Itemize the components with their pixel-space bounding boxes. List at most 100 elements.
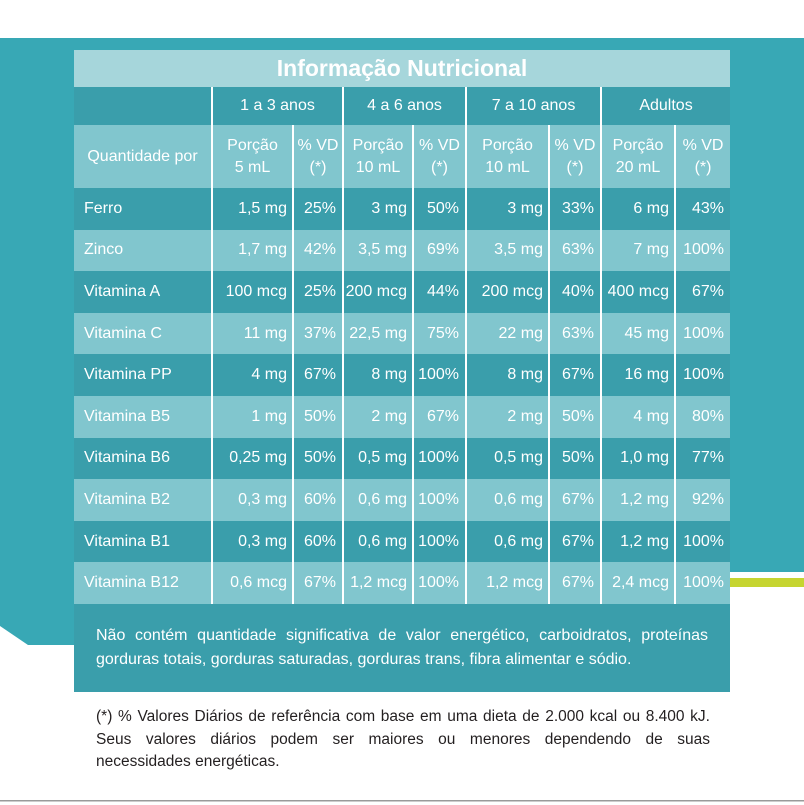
- nutrient-name: Vitamina B6: [84, 449, 170, 467]
- nutrient-rows: Ferro 1,5 mg 25% 3 mg 50% 3 mg 33% 6 mg 43% Zinco…: [74, 188, 731, 604]
- vd-percent-cell: 33%: [548, 188, 601, 230]
- vd-percent-cell: 100%: [412, 437, 466, 480]
- vd-percent-cell: 67%: [548, 479, 601, 521]
- portion-amount-cell: 6 mg: [600, 188, 675, 230]
- vd-header-label: % VD: [682, 136, 724, 154]
- table-title-row: Informação Nutricional: [74, 50, 731, 87]
- footnote-line: (*) % Valores Diários de referência com …: [96, 708, 710, 725]
- portion-amount-cell: 0,25 mg: [211, 437, 293, 480]
- portion-amount-cell: 0,5 mg: [465, 437, 549, 480]
- quantity-per-label: Quantidade por: [74, 125, 212, 188]
- vd-percent-cell: 77%: [673, 437, 731, 480]
- vd-percent-cell: 67%: [412, 395, 466, 438]
- vd-percent-cell: 42%: [292, 229, 343, 272]
- nutrient-row: Vitamina C 11 mg 37% 22,5 mg 75% 22 mg 63% 45 m…: [74, 312, 731, 355]
- vd-footnote-marker: (*): [309, 158, 327, 176]
- portion-amount-cell: 2 mg: [465, 395, 549, 438]
- vd-percent-cell: 80%: [673, 395, 731, 438]
- vd-percent-cell: 67%: [673, 271, 731, 313]
- vd-percent-cell: 69%: [412, 229, 466, 272]
- portion-amount-cell: 8 mg: [465, 354, 549, 396]
- portion-amount-cell: 1,2 mcg: [465, 562, 549, 604]
- vd-percent-cell: 67%: [292, 354, 343, 396]
- portion-amount-cell: 4 mg: [600, 395, 675, 438]
- age-group-7-10: 7 a 10 anos: [465, 87, 601, 125]
- nutrient-name: Vitamina PP: [84, 366, 172, 384]
- nutrition-table: Informação Nutricional 1 a 3 anos 4 a 6 …: [74, 50, 731, 604]
- vd-header-label: % VD: [554, 136, 596, 154]
- vd-percent-cell: 63%: [548, 229, 601, 272]
- portion-header-label: Porção: [352, 136, 404, 154]
- nutrient-row: Ferro 1,5 mg 25% 3 mg 50% 3 mg 33% 6 mg 43%: [74, 188, 731, 230]
- nutrient-row: Vitamina B12 0,6 mcg 67% 1,2 mcg 100% 1,2 mcg…: [74, 562, 731, 604]
- vd-footnote-marker: (*): [694, 158, 712, 176]
- portion-amount-cell: 3,5 mg: [342, 229, 413, 272]
- portion-amount-cell: 22,5 mg: [342, 312, 413, 355]
- column-header-row: Quantidade por Porção 5 mL % VD (*) Porç…: [74, 125, 731, 188]
- nutrient-name: Ferro: [84, 199, 123, 217]
- portion-volume: 20 mL: [615, 158, 661, 176]
- vd-percent-cell: 100%: [412, 479, 466, 521]
- daily-value-footnote: (*) % Valores Diários de referência com …: [96, 706, 710, 774]
- nutrient-row: Vitamina B2 0,3 mg 60% 0,6 mg 100% 0,6 mg 67% 1…: [74, 479, 731, 521]
- portion-amount-cell: 1,2 mg: [600, 479, 675, 521]
- portion-amount-cell: 1,0 mg: [600, 437, 675, 480]
- vd-percent-cell: 50%: [292, 437, 343, 480]
- vd-percent-cell: 50%: [548, 437, 601, 480]
- vd-header-label: % VD: [419, 136, 460, 154]
- portion-amount-cell: 16 mg: [600, 354, 675, 396]
- vd-percent-cell: 67%: [292, 562, 343, 604]
- vd-percent-cell: 44%: [412, 271, 466, 313]
- portion-amount-cell: 4 mg: [211, 354, 293, 396]
- portion-volume: 10 mL: [355, 158, 401, 176]
- vd-percent-cell: 50%: [292, 395, 343, 438]
- vd-percent-cell: 100%: [412, 354, 466, 396]
- vd-percent-cell: 60%: [292, 479, 343, 521]
- portion-amount-cell: 200 mcg: [342, 271, 413, 313]
- vd-percent-cell: 40%: [548, 271, 601, 313]
- nutrient-name: Vitamina B2: [74, 479, 212, 521]
- nutrient-name: Vitamina A: [84, 282, 161, 300]
- portion-amount-cell: 1,2 mcg: [342, 562, 413, 604]
- portion-amount-cell: 3 mg: [465, 188, 549, 230]
- footnote-line: necessidades energéticas.: [96, 753, 280, 770]
- vd-header: % VD (*): [412, 125, 466, 188]
- age-group-row: 1 a 3 anos 4 a 6 anos 7 a 10 anos Adulto…: [74, 87, 731, 125]
- bottom-rule: [0, 800, 804, 802]
- portion-amount-cell: 1,5 mg: [211, 188, 293, 230]
- nutrient-row: Vitamina A 100 mcg 25% 200 mcg 44% 200 mcg 40%…: [74, 271, 731, 313]
- vd-header: % VD (*): [292, 125, 343, 188]
- disclaimer-line: Não contém quantidade significativa de v…: [96, 627, 708, 644]
- vd-footnote-marker: (*): [431, 158, 448, 176]
- nutrition-panel: Informação Nutricional 1 a 3 anos 4 a 6 …: [74, 50, 731, 692]
- vd-header-label: % VD: [297, 136, 339, 154]
- vd-percent-cell: 100%: [412, 562, 466, 604]
- portion-amount-cell: 0,6 mcg: [211, 562, 293, 604]
- portion-amount-cell: 0,6 mg: [342, 479, 413, 521]
- portion-amount-cell: 7 mg: [600, 229, 675, 272]
- vd-percent-cell: 100%: [412, 520, 466, 563]
- age-group-adults: Adultos: [599, 87, 731, 125]
- portion-amount-cell: 0,5 mg: [342, 437, 413, 480]
- portion-amount-cell: 22 mg: [465, 312, 549, 355]
- portion-amount-cell: 0,3 mg: [211, 520, 293, 563]
- portion-amount-cell: 1,7 mg: [211, 229, 293, 272]
- portion-amount-cell: 2 mg: [342, 395, 413, 438]
- portion-amount-cell: 400 mcg: [600, 271, 675, 313]
- nutrient-name: Vitamina C: [74, 312, 212, 355]
- portion-header-label: Porção: [227, 136, 278, 154]
- vd-percent-cell: 60%: [292, 520, 343, 563]
- portion-amount-cell: 100 mcg: [211, 271, 293, 313]
- portion-volume: 10 mL: [485, 158, 530, 176]
- vd-percent-cell: 67%: [548, 520, 601, 563]
- vd-percent-cell: 25%: [292, 188, 343, 230]
- portion-amount-cell: 0,3 mg: [211, 479, 293, 521]
- portion-amount-cell: 0,6 mg: [465, 479, 549, 521]
- portion-amount-cell: 0,6 mg: [342, 520, 413, 563]
- vd-percent-cell: 50%: [548, 395, 601, 438]
- nutrient-row: Vitamina B5 1 mg 50% 2 mg 67% 2 mg 50% 4 mg 80%: [74, 395, 731, 438]
- vd-percent-cell: 50%: [412, 188, 466, 230]
- vd-percent-cell: 92%: [673, 479, 731, 521]
- vd-header: % VD (*): [548, 125, 601, 188]
- vd-percent-cell: 100%: [673, 520, 731, 563]
